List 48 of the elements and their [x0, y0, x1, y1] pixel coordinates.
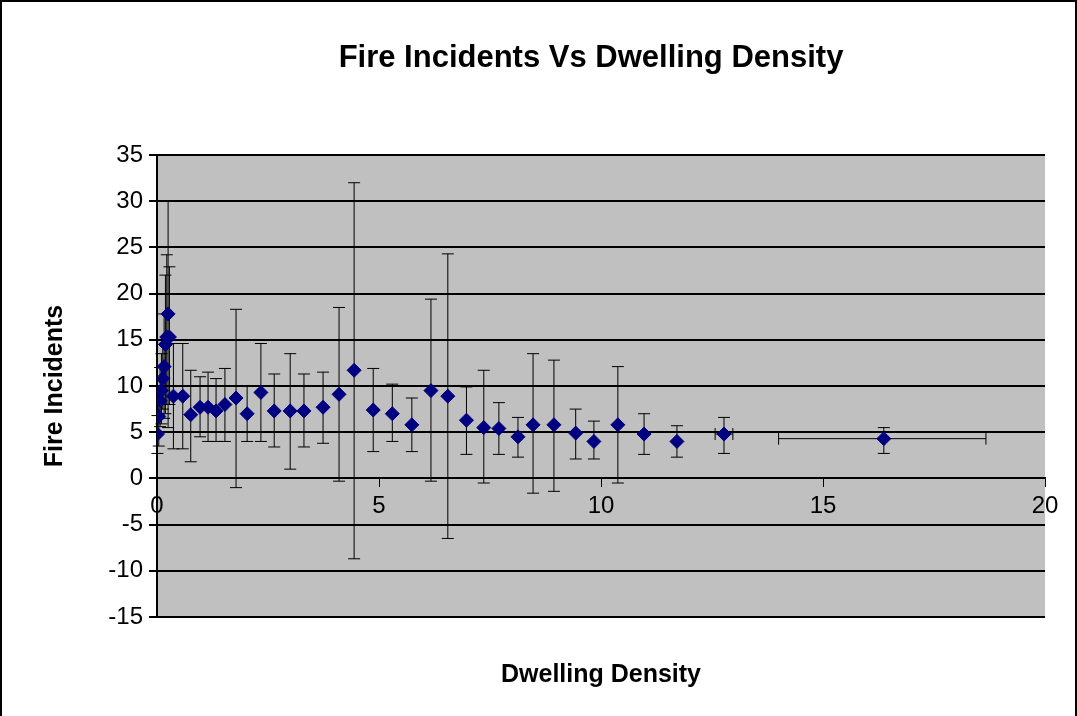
x-tick-label: 15: [809, 491, 837, 519]
point: [458, 412, 474, 428]
point: [876, 431, 892, 447]
point: [669, 433, 685, 449]
point: [568, 425, 584, 441]
y-tick-label: 15: [116, 324, 143, 352]
y-tick-label: 10: [116, 370, 143, 398]
x-axis-title: Dwelling Density: [500, 658, 702, 687]
point: [331, 386, 347, 402]
point: [510, 429, 526, 445]
point: [384, 406, 400, 422]
y-axis-title: Fire Incidents: [38, 304, 67, 468]
y-tick-label: 25: [116, 232, 143, 260]
point: [491, 421, 507, 436]
point: [346, 362, 362, 378]
y-tick-label: 30: [116, 185, 143, 213]
point: [586, 433, 602, 449]
y-tick-label: 5: [129, 416, 143, 444]
x-tick-label: 5: [372, 491, 386, 519]
point: [217, 396, 233, 412]
y-tick-label: 0: [129, 463, 143, 491]
y-tick-label: 35: [116, 139, 143, 167]
point: [282, 403, 298, 419]
point: [636, 426, 652, 442]
point: [208, 403, 224, 419]
chart-title: Fire Incidents Vs Dwelling Density: [338, 38, 845, 74]
point: [183, 407, 199, 423]
point: [476, 420, 492, 436]
point: [610, 417, 626, 433]
point: [239, 406, 255, 422]
y-tick-label: -10: [108, 555, 143, 583]
point: [266, 403, 282, 419]
point: [404, 417, 420, 433]
y-tick-label: -15: [108, 601, 143, 629]
point: [315, 399, 331, 415]
point: [440, 388, 456, 404]
point: [228, 390, 244, 406]
x-tick-label: 20: [1031, 491, 1059, 519]
point: [365, 402, 381, 418]
point: [296, 403, 312, 419]
y-tick-label: -5: [121, 509, 143, 537]
point: [546, 417, 562, 433]
point: [253, 384, 269, 400]
y-tick-label: 20: [116, 278, 143, 306]
point: [525, 417, 541, 433]
point: [160, 306, 176, 322]
point: [423, 383, 439, 399]
x-tick-label: 10: [587, 491, 615, 519]
